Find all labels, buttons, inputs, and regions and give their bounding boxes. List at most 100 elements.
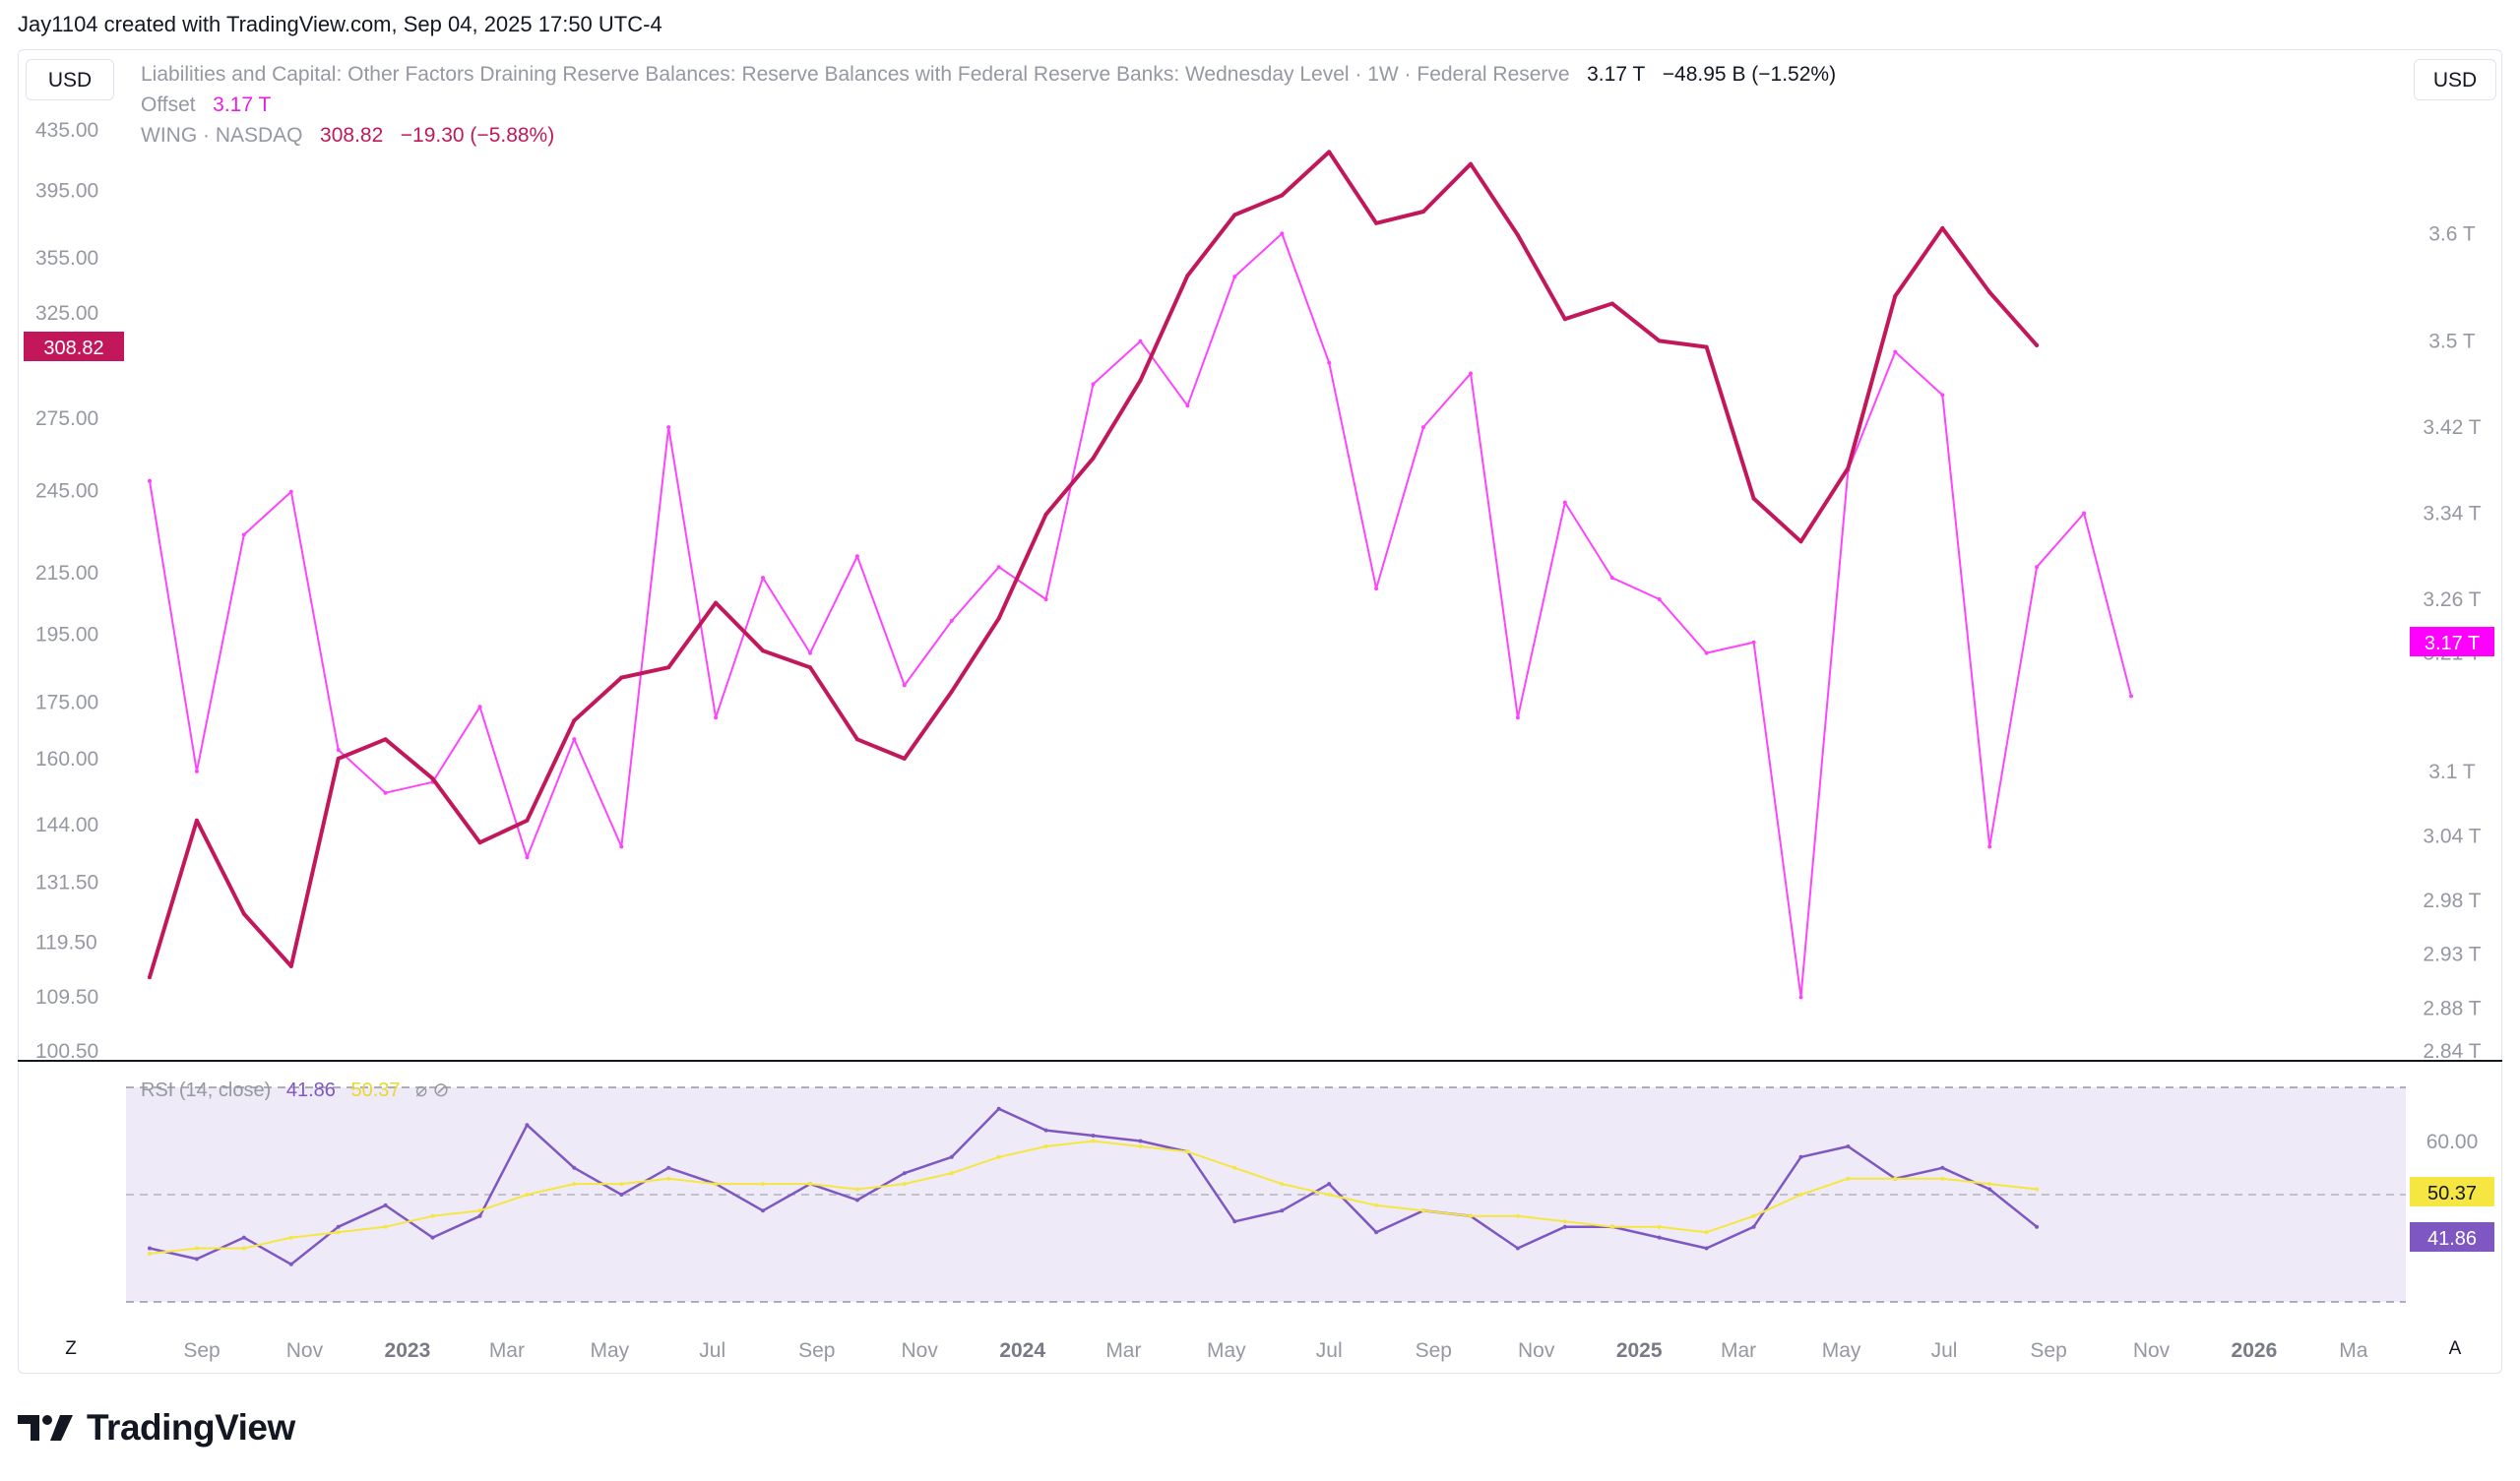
rsi-ma-point (854, 1187, 859, 1192)
rsi-point (525, 1123, 530, 1128)
time-axis-label: Jul (1316, 1339, 1343, 1362)
reserves-point (241, 532, 246, 537)
reserves-point (714, 715, 719, 720)
time-axis-label: May (1207, 1339, 1246, 1362)
wing-point (854, 737, 859, 742)
time-axis-label: Sep (798, 1339, 835, 1362)
tradingview-logo[interactable]: TradingView (18, 1407, 295, 1449)
tradingview-logo-text: TradingView (87, 1407, 295, 1448)
wing-price-badge-text: 308.82 (43, 338, 103, 359)
left-axis-tick-label: 435.00 (35, 119, 98, 142)
reserves-point (336, 748, 341, 752)
wing-point (288, 963, 293, 968)
time-axis-label: 2023 (385, 1339, 431, 1362)
rsi-point (1091, 1134, 1096, 1138)
legend-wing-value: 308.82 (320, 124, 384, 147)
wing-point (666, 665, 671, 670)
rsi-point (996, 1106, 1001, 1111)
wing-point (1091, 456, 1096, 461)
rsi-value-badge-text: 41.86 (2427, 1228, 2477, 1250)
reserves-point (1138, 339, 1143, 343)
rsi-ma-point (1515, 1213, 1520, 1218)
rsi-legend-label: RSI (14, close) (141, 1080, 271, 1101)
right-axis-tick-label: 2.93 T (2423, 944, 2481, 966)
wing-point (1043, 512, 1048, 517)
time-axis-label: Ma (2339, 1339, 2367, 1362)
time-axis-label: 2026 (2232, 1339, 2278, 1362)
rsi-ma-point (383, 1224, 388, 1229)
reserves-point (854, 554, 859, 559)
rsi-ma-point (902, 1182, 907, 1187)
wing-point (383, 737, 388, 742)
wing-point (2035, 342, 2040, 347)
left-axis[interactable]: 435.00 395.00 355.00 325.00 275.00 245.00 215.… (35, 119, 98, 1063)
reserves-point (1751, 640, 1756, 645)
wing-point (1374, 220, 1379, 225)
reserves-point (761, 576, 765, 581)
left-axis-tick-label: 395.00 (35, 180, 98, 203)
wing-point (714, 600, 719, 605)
rsi-point (383, 1203, 388, 1207)
right-axis-tick-label: 3.1 T (2428, 761, 2476, 783)
time-axis-label: Mar (1721, 1339, 1756, 1362)
right-axis-tick-label: 3.6 T (2428, 222, 2476, 245)
legend-offset-label: Offset (141, 93, 196, 116)
rsi-point (1751, 1224, 1756, 1229)
reserves-line (149, 232, 2132, 999)
rsi-ma-point (288, 1235, 293, 1240)
rsi-ma-point (619, 1182, 624, 1187)
time-axis[interactable]: Sep Nov 2023 Mar May Jul Sep Nov 2024 Mar May Jul Se… (183, 1339, 2367, 1362)
rsi-point (1043, 1128, 1048, 1133)
legend-wing-row[interactable]: WING · NASDAQ 308.82 −19.30 (−5.88%) (141, 124, 554, 148)
chart-panel[interactable] (18, 49, 2502, 1374)
rsi-point (1374, 1230, 1379, 1235)
left-axis-tick-label: 355.00 (35, 247, 98, 270)
rsi-background-band (126, 1087, 2406, 1302)
reserves-point (949, 618, 954, 623)
rsi-legend[interactable]: RSI (14, close) 41.86 50.37 ⌀ ⊘ (141, 1080, 449, 1101)
wing-point (808, 665, 812, 670)
rsi-point (854, 1198, 859, 1203)
left-axis-tick-label: 215.00 (35, 562, 98, 585)
rsi-ma-point (1893, 1176, 1898, 1181)
rsi-ma-point (2035, 1187, 2040, 1192)
rsi-ma-point (1421, 1208, 1425, 1213)
timezone-toggle-button[interactable]: Z (65, 1338, 77, 1359)
legend-offset-row[interactable]: Offset 3.17 T (141, 93, 271, 117)
rsi-point (1987, 1187, 1992, 1192)
rsi-legend-icons[interactable]: ⌀ ⊘ (415, 1080, 449, 1101)
left-currency-button[interactable]: USD (26, 59, 114, 100)
rsi-point (902, 1171, 907, 1176)
wing-point (1704, 344, 1709, 349)
reserves-point (1798, 995, 1803, 1000)
right-currency-button[interactable]: USD (2414, 59, 2496, 100)
rsi-point (1280, 1208, 1285, 1213)
wing-point (949, 689, 954, 694)
rsi-legend-ma-value: 50.37 (350, 1080, 400, 1101)
reserves-point (148, 478, 152, 483)
time-axis-label: Jul (699, 1339, 725, 1362)
rsi-point (148, 1246, 152, 1251)
wing-point (1515, 232, 1520, 237)
time-axis-label: Nov (902, 1339, 939, 1362)
reserves-point (1704, 650, 1709, 655)
time-axis-label: 2025 (1616, 1339, 1663, 1362)
reserves-point (1562, 500, 1567, 505)
left-axis-tick-label: 119.50 (35, 931, 97, 954)
auto-scale-button[interactable]: A (2448, 1338, 2462, 1359)
wing-point (1893, 293, 1898, 298)
rsi-ma-point (336, 1230, 341, 1235)
wing-point (1987, 290, 1992, 294)
rsi-series (148, 1106, 2040, 1266)
rsi-point (1940, 1165, 1945, 1170)
left-axis-tick-label: 175.00 (35, 692, 98, 714)
rsi-tick-60: 60.00 (2426, 1131, 2479, 1153)
legend-reserves-row[interactable]: Liabilities and Capital: Other Factors D… (141, 63, 1836, 87)
time-axis-label: Nov (1518, 1339, 1555, 1362)
rsi-value-badge (2410, 1222, 2494, 1252)
reserves-point (1327, 360, 1332, 365)
rsi-ma-badge-text: 50.37 (2427, 1183, 2477, 1204)
right-axis-tick-label: 3.26 T (2423, 588, 2481, 611)
reserves-point (619, 844, 624, 849)
